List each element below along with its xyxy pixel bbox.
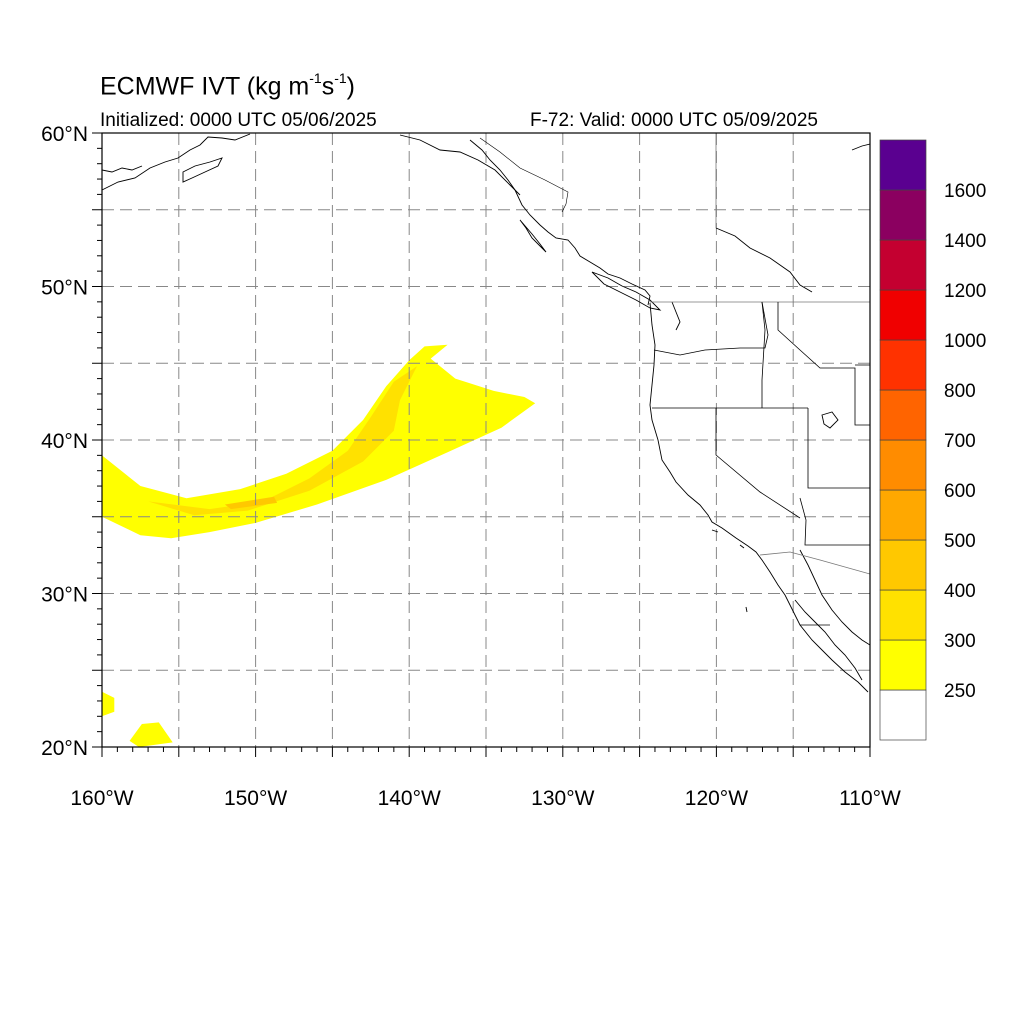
colorbar-box [879, 289, 927, 341]
colorbar-box [879, 539, 927, 591]
lon-label: 160°W [70, 787, 133, 810]
hudson-edge [851, 143, 870, 151]
kodiak-island [182, 157, 223, 183]
plume-400 [224, 496, 278, 510]
political-borders [650, 133, 870, 626]
colorbar-label: 1400 [944, 231, 986, 252]
ivt-plume [102, 344, 536, 747]
colorbar-box [879, 389, 927, 441]
colorbar-box [879, 689, 927, 741]
gulf-of-california-west [794, 599, 863, 681]
colorbar: 250 300 400 500 600 700 800 1000 1200 1400 1600 [879, 139, 986, 741]
plume-250 [102, 344, 536, 539]
lat-label: 30°N [41, 584, 88, 607]
gulf-of-california-east [799, 549, 870, 646]
colorbar-box [879, 139, 927, 191]
lon-label: 140°W [378, 787, 441, 810]
colorbar-box [879, 589, 927, 641]
hawaii-ivt-1 [129, 722, 173, 747]
washington-oregon-border [653, 301, 769, 356]
lon-label: 110°W [839, 787, 901, 810]
valid-time-label: F-72: Valid: 0000 UTC 05/09/2025 [530, 110, 818, 131]
lon-label: 150°W [224, 787, 287, 810]
colorbar-box [879, 489, 927, 541]
colorbar-box [879, 189, 927, 241]
colorbar-label: 800 [944, 381, 976, 402]
colorbar-label: 300 [944, 631, 976, 652]
plume-300 [148, 366, 417, 516]
utah-border [807, 408, 870, 489]
lat-label: 60°N [41, 123, 88, 146]
haida-gwaii [519, 219, 547, 253]
guadalupe-island [745, 606, 748, 613]
axis-ticks [92, 132, 871, 757]
puget-sound [671, 301, 681, 331]
canada-northern-coast [715, 227, 813, 293]
idaho-montana [777, 302, 856, 408]
arizona-border [799, 497, 870, 546]
kenai-coast [399, 134, 521, 196]
colorbar-label: 250 [944, 681, 976, 702]
panhandle-coast [469, 139, 651, 306]
colorbar-label: 1200 [944, 281, 986, 302]
map-frame [101, 132, 871, 748]
alaska-peninsula [102, 165, 143, 173]
lat-label: 50°N [41, 277, 88, 300]
initialized-label: Initialized: 0000 UTC 05/06/2025 [100, 110, 377, 131]
title-suffix: ) [346, 72, 355, 101]
colorbar-label: 400 [944, 581, 976, 602]
colorbar-label: 600 [944, 481, 976, 502]
us-mexico-border [759, 551, 870, 575]
hawaii-ivt-0 [102, 691, 115, 717]
coastlines [102, 133, 870, 693]
colorbar-label: 1000 [944, 331, 986, 352]
title-sup1: -1 [309, 70, 322, 86]
axis-labels: 20°N 30°N 40°N 50°N 60°N 160°W 150°W 140°W 130°W… [41, 123, 901, 810]
lat-label: 40°N [41, 430, 88, 453]
title-prefix: ECMWF IVT (kg m [100, 72, 310, 101]
us-west-coast [649, 302, 869, 693]
lon-label: 130°W [531, 787, 594, 810]
nevada-border [715, 408, 801, 519]
great-salt-lake [821, 411, 839, 429]
map-grid [102, 133, 870, 747]
colorbar-label: 700 [944, 431, 976, 452]
title-sup2: -1 [334, 70, 347, 86]
channel-islands [711, 529, 745, 549]
alaska-coast [102, 133, 251, 191]
colorbar-box [879, 439, 927, 491]
colorbar-box [879, 639, 927, 691]
wyoming-border [854, 364, 870, 426]
alaska-canada-border [479, 137, 569, 213]
colorbar-box [879, 239, 927, 291]
title-mid: s [321, 72, 335, 101]
map-title: ECMWF IVT (kg m-1s-1) [100, 70, 355, 101]
lon-label: 120°W [685, 787, 748, 810]
idaho-border [761, 301, 766, 408]
colorbar-label: 1600 [944, 181, 986, 202]
lat-label: 20°N [41, 737, 88, 760]
colorbar-box [879, 339, 927, 391]
vancouver-island [591, 271, 662, 311]
colorbar-label: 500 [944, 531, 976, 552]
